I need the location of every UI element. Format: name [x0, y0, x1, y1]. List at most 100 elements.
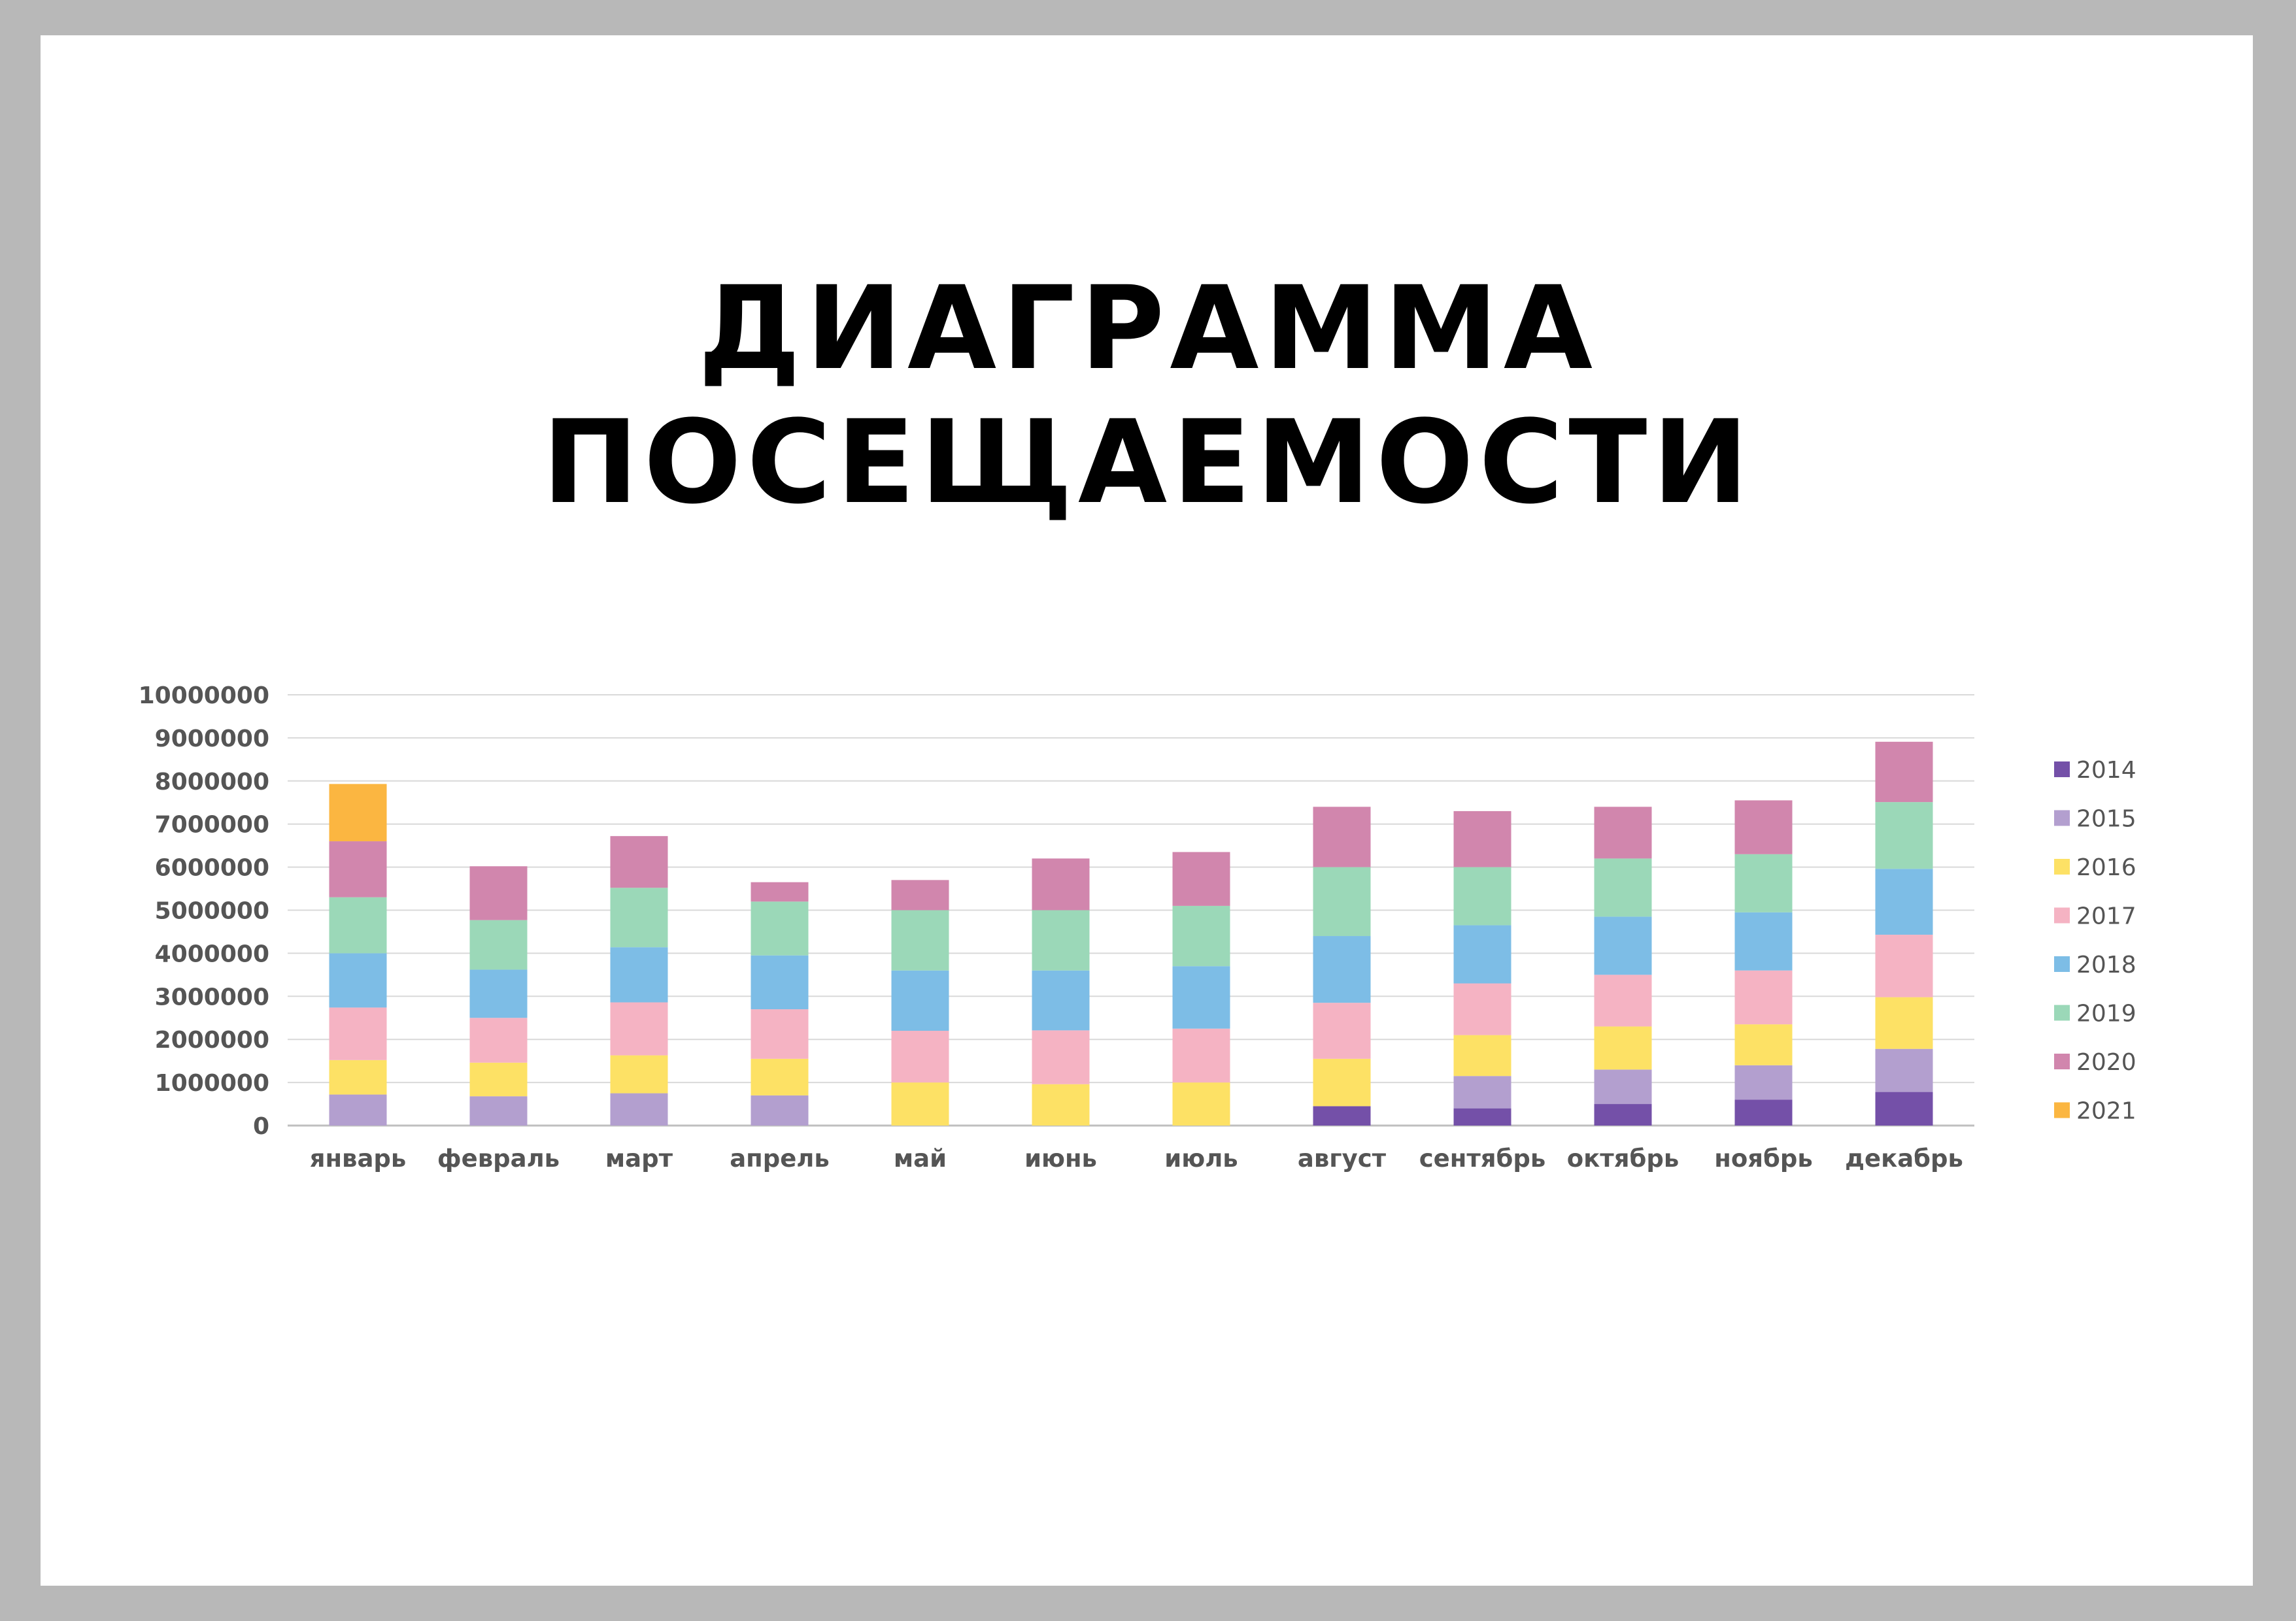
bar-segment — [1594, 1104, 1652, 1126]
bar-segment — [1453, 1035, 1511, 1077]
bar-segment — [1313, 807, 1371, 867]
bar-segment — [891, 970, 949, 1031]
bar-segment — [1734, 1024, 1793, 1065]
legend-swatch — [2054, 1102, 2070, 1118]
legend-swatch — [2054, 761, 2070, 777]
bar-segment — [1453, 1108, 1511, 1126]
bar-segment — [891, 880, 949, 911]
y-tick-label: 2000000 — [155, 1027, 269, 1054]
y-tick-label: 5000000 — [155, 898, 269, 925]
bar-segment — [891, 1082, 949, 1126]
bar-segment — [1875, 997, 1933, 1049]
bar-segment — [1453, 925, 1511, 984]
x-category-label: июль — [1164, 1145, 1238, 1173]
x-category-label: март — [605, 1145, 673, 1173]
bar-segment — [329, 897, 387, 954]
title-line-1: ДИАГРАММА — [698, 261, 1598, 395]
bar-segment — [1875, 741, 1933, 803]
bar-segment — [1313, 1058, 1371, 1107]
bar-segment — [751, 1095, 809, 1126]
x-category-label: декабрь — [1845, 1145, 1963, 1173]
bar-segment — [469, 1018, 528, 1063]
bar-segment — [610, 1055, 668, 1094]
legend-label: 2015 — [2076, 806, 2136, 833]
bar-segment — [329, 1094, 387, 1126]
bar-segment — [751, 882, 809, 902]
bar-segment — [610, 1002, 668, 1056]
x-category-label: август — [1298, 1145, 1387, 1173]
legend-label: 2019 — [2076, 1001, 2136, 1028]
bar-segment — [610, 836, 668, 888]
bar-segment — [1734, 1099, 1793, 1126]
legend-swatch — [2054, 1054, 2070, 1069]
y-tick-label: 4000000 — [155, 941, 269, 967]
bar-segment — [469, 866, 528, 920]
bar-segment — [1594, 975, 1652, 1027]
bar-segment — [1172, 1028, 1230, 1083]
bar-segment — [329, 784, 387, 842]
legend-swatch — [2054, 1005, 2070, 1021]
bar-segment — [1032, 1084, 1090, 1126]
legend-swatch — [2054, 859, 2070, 875]
bar-segment — [1594, 807, 1652, 859]
bar-segment — [751, 1009, 809, 1059]
y-tick-label: 6000000 — [155, 855, 269, 882]
bar-segment — [1453, 867, 1511, 926]
bar-segment — [1734, 912, 1793, 971]
chart-bars — [329, 741, 1933, 1126]
bar-segment — [1032, 858, 1090, 911]
legend-swatch — [2054, 907, 2070, 924]
bar-segment — [751, 901, 809, 956]
chart-gridlines — [288, 694, 1974, 1127]
bar-segment — [1594, 1069, 1652, 1105]
bar-segment — [1172, 1082, 1230, 1126]
bar-segment — [329, 841, 387, 897]
bar-segment — [329, 1007, 387, 1060]
x-category-label: январь — [310, 1145, 407, 1173]
bar-segment — [751, 1058, 809, 1095]
legend-label: 2021 — [2076, 1098, 2136, 1125]
bar-segment — [1172, 966, 1230, 1029]
bar-segment — [1734, 800, 1793, 854]
bar-segment — [1313, 867, 1371, 937]
bar-segment — [329, 1060, 387, 1095]
page-title: ДИАГРАММА ПОСЕЩАЕМОСТИ — [0, 261, 2296, 529]
bar-segment — [1032, 970, 1090, 1031]
bar-segment — [1453, 811, 1511, 867]
bar-segment — [1172, 852, 1230, 906]
y-tick-label: 8000000 — [155, 769, 269, 795]
x-category-label: май — [894, 1145, 947, 1173]
legend-swatch — [2054, 810, 2070, 826]
bar-segment — [610, 888, 668, 948]
legend-label: 2014 — [2076, 757, 2136, 784]
chart-legend: 2014 2015 2016 2017 2018 2019 2020 2021 — [2054, 757, 2136, 1125]
legend-label: 2018 — [2076, 952, 2136, 978]
bar-segment — [891, 910, 949, 971]
bar-segment — [1032, 1030, 1090, 1084]
y-tick-label: 7000000 — [155, 812, 269, 839]
legend-label: 2017 — [2076, 903, 2136, 930]
x-category-label: сентябрь — [1419, 1145, 1546, 1173]
bar-segment — [1875, 869, 1933, 935]
bar-segment — [1875, 802, 1933, 869]
bar-segment — [610, 947, 668, 1003]
y-tick-label: 9000000 — [155, 726, 269, 752]
bar-segment — [1734, 1065, 1793, 1100]
bar-segment — [1313, 1106, 1371, 1126]
bar-segment — [1594, 1026, 1652, 1070]
bar-segment — [1453, 983, 1511, 1035]
y-tick-label: 1000000 — [155, 1070, 269, 1097]
bar-segment — [751, 955, 809, 1010]
legend-swatch — [2054, 956, 2070, 972]
bar-segment — [1734, 970, 1793, 1025]
x-category-label: апрель — [730, 1145, 830, 1173]
title-line-2: ПОСЕЩАЕМОСТИ — [542, 395, 1754, 529]
bar-segment — [1734, 854, 1793, 912]
y-tick-label: 0 — [253, 1113, 269, 1140]
bar-segment — [1875, 935, 1933, 997]
bar-segment — [1313, 1003, 1371, 1059]
bar-segment — [469, 1062, 528, 1097]
bar-segment — [329, 953, 387, 1008]
x-axis-categories: январь февраль март апрель май июнь июль август… — [310, 1145, 1963, 1173]
